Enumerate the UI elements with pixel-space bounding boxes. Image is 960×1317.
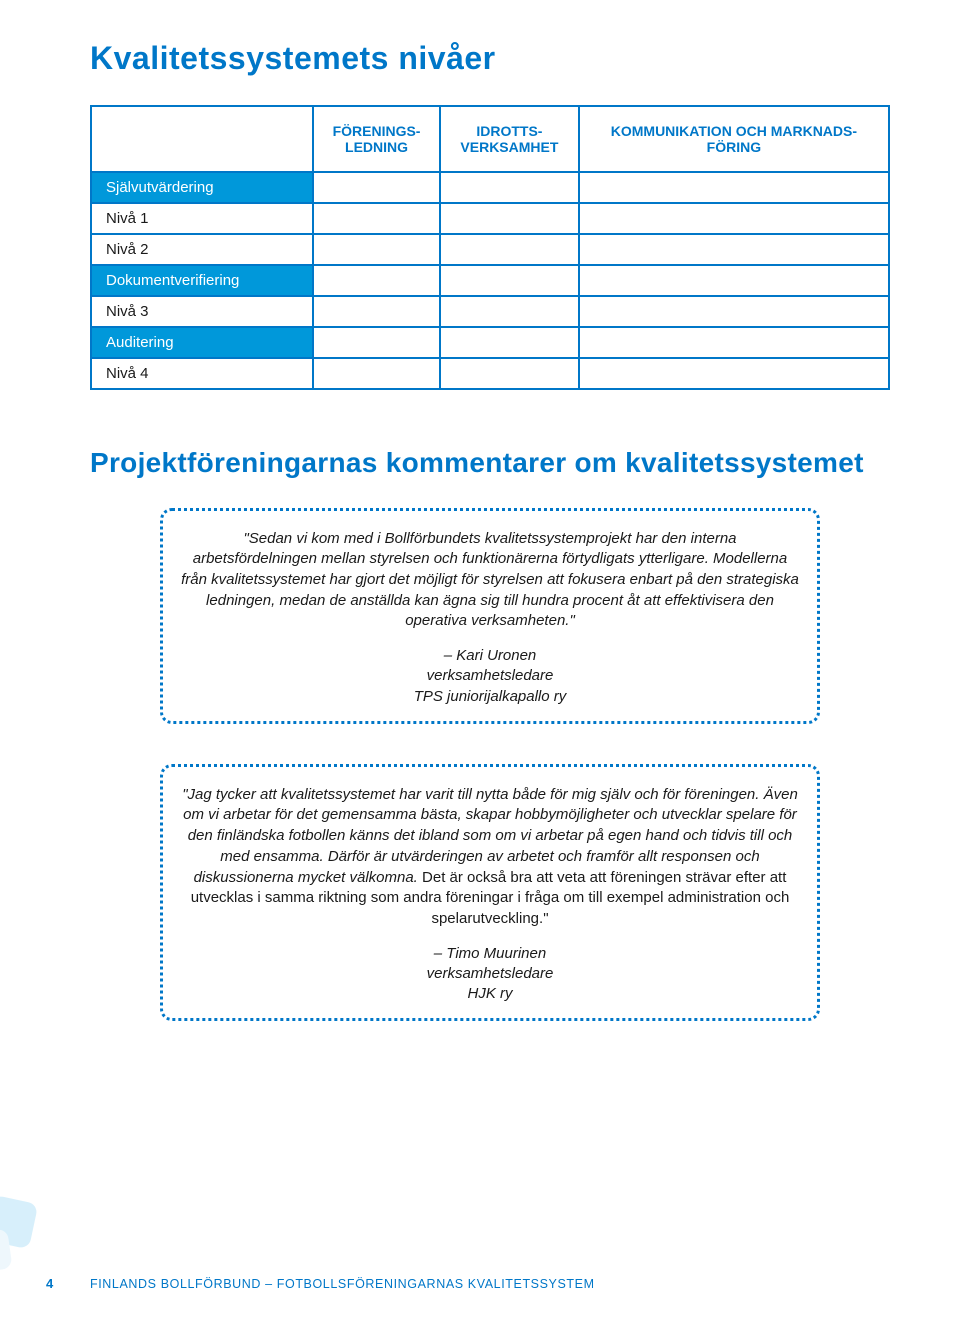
levels-table: FÖRENINGS-LEDNING IDROTTS-VERKSAMHET KOM… [90,105,890,390]
table-row: Nivå 3 [92,295,888,326]
table-cell [439,264,578,295]
table-cell [312,233,439,264]
table-row: Nivå 1 [92,202,888,233]
quote-body: "Jag tycker att kvalitetssystemet har va… [181,785,799,930]
row-label: Självutvärdering [92,171,312,202]
quote-attribution: – Kari Uronen verksamhetsledare TPS juni… [181,646,799,707]
table-cell [439,171,578,202]
table-cell [312,295,439,326]
quote-org: HJK ry [468,985,513,1002]
table-cell [439,202,578,233]
table-header-row: FÖRENINGS-LEDNING IDROTTS-VERKSAMHET KOM… [92,107,888,171]
table-row: Självutvärdering [92,171,888,202]
table-cell [439,357,578,388]
table-row: Nivå 2 [92,233,888,264]
table-cell [578,264,888,295]
col-header-ledning: FÖRENINGS-LEDNING [312,107,439,171]
table-row: Nivå 4 [92,357,888,388]
row-label: Auditering [92,326,312,357]
row-label: Nivå 1 [92,202,312,233]
section-title: Projektföreningarnas kommentarer om kval… [90,446,890,480]
row-label: Nivå 4 [92,357,312,388]
table-cell [439,326,578,357]
table-cell [578,326,888,357]
row-label: Dokumentverifiering [92,264,312,295]
table-cell [439,233,578,264]
quote-author: – Timo Muurinen [434,945,546,962]
quote-role: verksamhetsledare [427,965,554,982]
quote-org: TPS juniorijalkapallo ry [414,688,567,705]
row-label: Nivå 2 [92,233,312,264]
table-cell [312,202,439,233]
col-header-empty [92,107,312,171]
table-cell [439,295,578,326]
quote-box: "Jag tycker att kvalitetssystemet har va… [160,764,820,1022]
table-cell [312,171,439,202]
table-cell [578,233,888,264]
col-header-marknads: KOMMUNIKATION OCH MARKNADS-FÖRING [578,107,888,171]
table-cell [312,357,439,388]
footer-line: FINLANDS BOLLFÖRBUND – FOTBOLLSFÖRENINGA… [90,1277,595,1291]
table-cell [578,357,888,388]
table-cell [312,264,439,295]
page-number: 4 [46,1276,53,1291]
quote-attribution: – Timo Muurinen verksamhetsledare HJK ry [181,944,799,1005]
decorative-corner-icon [0,1191,60,1281]
page-title: Kvalitetssystemets nivåer [90,40,890,77]
page-footer: 4 FINLANDS BOLLFÖRBUND – FOTBOLLSFÖRENIN… [0,1261,960,1291]
quote-box: "Sedan vi kom med i Bollförbundets kvali… [160,508,820,724]
table-cell [312,326,439,357]
table-cell [578,295,888,326]
table-cell [578,171,888,202]
row-label: Nivå 3 [92,295,312,326]
quote-role: verksamhetsledare [427,667,554,684]
table-cell [578,202,888,233]
table-row: Dokumentverifiering [92,264,888,295]
col-header-verksamhet: IDROTTS-VERKSAMHET [439,107,578,171]
table-row: Auditering [92,326,888,357]
quote-body: "Sedan vi kom med i Bollförbundets kvali… [181,529,799,632]
quote-author: – Kari Uronen [444,647,537,664]
